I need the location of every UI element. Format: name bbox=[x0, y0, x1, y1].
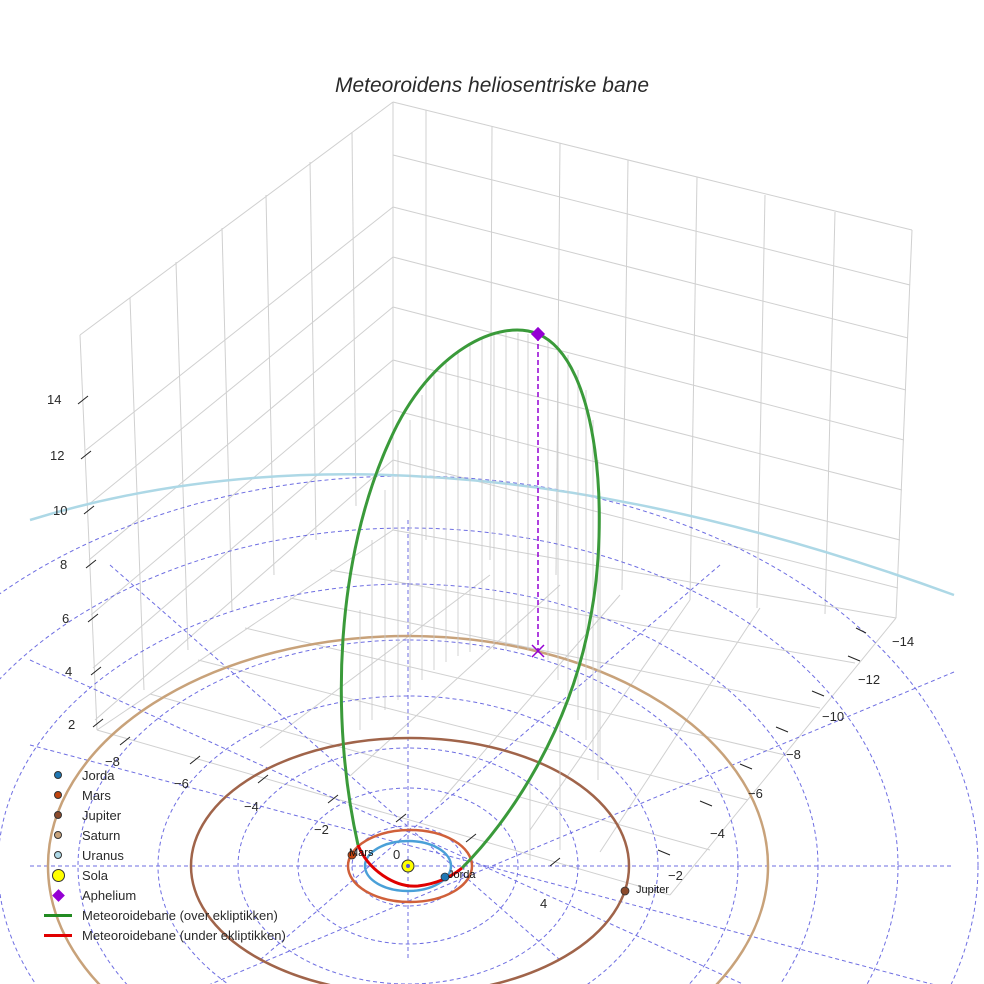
y-tick-neg6: −6 bbox=[748, 786, 763, 801]
legend-item-uranus[interactable]: Uranus bbox=[38, 845, 286, 865]
z-tick-14: 14 bbox=[47, 392, 61, 407]
y-tick-neg12: −12 bbox=[858, 672, 880, 687]
mars-dot-icon bbox=[54, 791, 62, 799]
legend-item-sola[interactable]: Sola bbox=[38, 865, 286, 885]
legend-item-aphelium[interactable]: Aphelium bbox=[38, 885, 286, 905]
chart-title: Meteoroidens heliosentriske bane bbox=[334, 74, 650, 97]
legend-item-jupiter[interactable]: Jupiter bbox=[38, 805, 286, 825]
y-tick-neg14: −14 bbox=[892, 634, 914, 649]
z-tick-6: 6 bbox=[62, 611, 69, 626]
mars-label: Mars bbox=[349, 847, 374, 859]
jorda-orbit bbox=[363, 839, 453, 893]
green-line-icon bbox=[44, 913, 72, 917]
x-tick-4: 4 bbox=[540, 896, 547, 911]
x-axis-ticks bbox=[119, 736, 561, 867]
legend-label: Jupiter bbox=[82, 807, 122, 823]
legend-label: Aphelium bbox=[82, 887, 137, 903]
legend-label: Jorda bbox=[82, 767, 115, 783]
jupiter-dot-icon bbox=[54, 811, 62, 819]
jorda-label: Jorda bbox=[448, 869, 476, 881]
saturn-orbit bbox=[46, 634, 770, 984]
legend-item-orbit-above[interactable]: Meteoroidebane (over ekliptikken) bbox=[38, 905, 286, 925]
drop-lines bbox=[359, 333, 601, 860]
y-tick-neg4: −4 bbox=[710, 826, 725, 841]
y-tick-neg2: −2 bbox=[668, 868, 683, 883]
uranus-orbit bbox=[29, 473, 955, 597]
z-tick-4: 4 bbox=[65, 664, 72, 679]
legend-item-saturn[interactable]: Saturn bbox=[38, 825, 286, 845]
legend-label: Mars bbox=[82, 787, 111, 803]
red-line-icon bbox=[44, 933, 72, 937]
back-wall-grid bbox=[79, 101, 913, 896]
z-tick-8: 8 bbox=[60, 557, 67, 572]
origin-label: 0 bbox=[393, 847, 400, 862]
sola-core bbox=[406, 864, 410, 868]
legend-label: Saturn bbox=[82, 827, 121, 843]
z-tick-10: 10 bbox=[53, 503, 67, 518]
jupiter-orbit bbox=[189, 736, 631, 984]
aphelium-marker[interactable] bbox=[530, 326, 546, 342]
mars-orbit bbox=[346, 828, 474, 904]
z-axis-ticks bbox=[77, 395, 104, 728]
z-tick-2: 2 bbox=[68, 717, 75, 732]
legend-label: Meteoroidebane (under ekliptikken) bbox=[82, 927, 286, 943]
saturn-dot-icon bbox=[54, 831, 62, 839]
mars-marker[interactable] bbox=[347, 850, 357, 860]
x-tick-neg8: −8 bbox=[105, 754, 120, 769]
jupiter-marker[interactable] bbox=[620, 886, 630, 896]
legend-item-orbit-below[interactable]: Meteoroidebane (under ekliptikken) bbox=[38, 925, 286, 945]
diamond-icon bbox=[51, 888, 65, 902]
y-axis-ticks bbox=[657, 627, 867, 856]
legend: Jorda Mars Jupiter Saturn Uranus Sola Ap… bbox=[38, 765, 286, 945]
aphelium-projection-x bbox=[531, 644, 545, 658]
z-tick-12: 12 bbox=[50, 448, 64, 463]
y-tick-neg10: −10 bbox=[822, 709, 844, 724]
jupiter-label: Jupiter bbox=[636, 884, 669, 896]
legend-item-jorda[interactable]: Jorda bbox=[38, 765, 286, 785]
jorda-marker[interactable] bbox=[440, 872, 450, 882]
legend-item-mars[interactable]: Mars bbox=[38, 785, 286, 805]
y-tick-neg8: −8 bbox=[786, 747, 801, 762]
x-tick-neg2: −2 bbox=[314, 822, 329, 837]
uranus-dot-icon bbox=[54, 851, 62, 859]
x-tick-neg6: −6 bbox=[174, 776, 189, 791]
legend-label: Uranus bbox=[82, 847, 124, 863]
x-tick-neg4: −4 bbox=[244, 799, 259, 814]
legend-label: Sola bbox=[82, 867, 109, 883]
legend-label: Meteoroidebane (over ekliptikken) bbox=[82, 907, 278, 923]
jorda-dot-icon bbox=[54, 771, 62, 779]
sun-dot-icon bbox=[51, 868, 65, 882]
